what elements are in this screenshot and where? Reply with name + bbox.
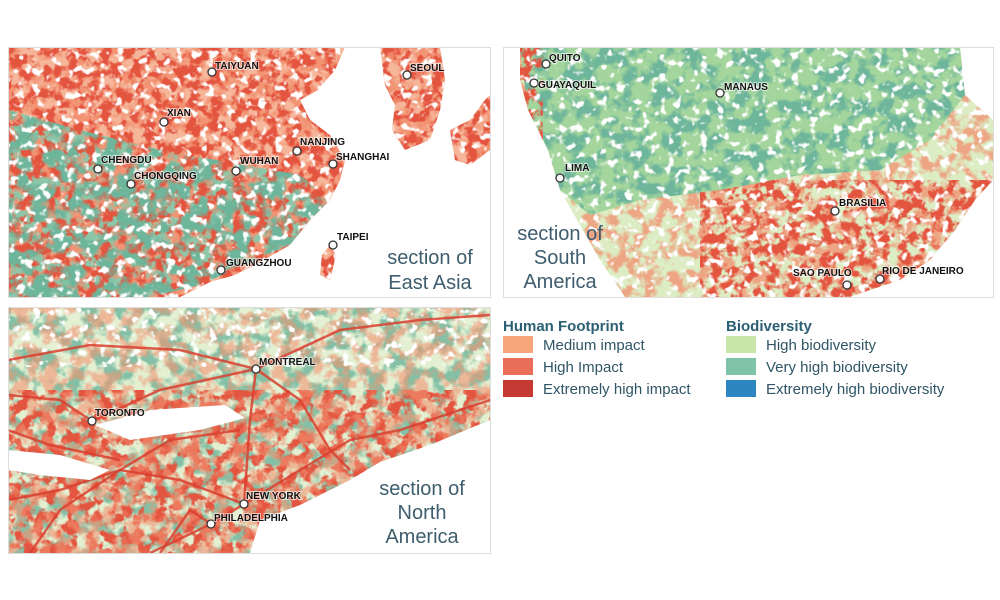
- city-label: WUHAN: [240, 156, 278, 167]
- city-label: NEW YORK: [246, 491, 302, 502]
- legend-swatch: [726, 380, 756, 397]
- road-network: [8, 313, 490, 553]
- legend-title: Biodiversity: [726, 318, 813, 335]
- city-marker: [328, 240, 338, 250]
- map-caption: section of: [517, 223, 603, 245]
- city-label: TORONTO: [95, 408, 145, 419]
- city-label: TAIYUAN: [215, 61, 259, 72]
- city-marker: [328, 159, 338, 169]
- city-label: CHONGQING: [134, 171, 197, 182]
- city-marker: [207, 67, 217, 77]
- city-label: GUANGZHOU: [226, 258, 292, 269]
- cities-east-asia: TAIYUAN XIAN CHENGDU CHONGQING WUHAN NAN…: [93, 60, 445, 275]
- map-north-america: [8, 307, 490, 553]
- city-marker: [555, 173, 565, 183]
- city-marker: [206, 519, 216, 529]
- city-label: SHANGHAI: [336, 152, 390, 163]
- legend-label: High Impact: [543, 359, 624, 376]
- city-label: LIMA: [565, 163, 589, 174]
- legend-label: Extremely high impact: [543, 381, 691, 398]
- city-label: SEOUL: [410, 63, 444, 74]
- cities-south-america: QUITO GUAYAQUIL MANAUS LIMA BRASILIA SAO…: [529, 52, 965, 290]
- city-marker: [126, 179, 136, 189]
- city-marker: [830, 206, 840, 216]
- legend-swatch: [726, 358, 756, 375]
- city-label: BRASILIA: [839, 198, 886, 209]
- cities-north-america: MONTREAL TORONTO NEW YORK PHILADELPHIA: [87, 356, 317, 529]
- city-label: RIO DE JANEIRO: [882, 266, 964, 277]
- map-caption: America: [385, 526, 459, 548]
- map-caption: North: [398, 502, 447, 524]
- city-marker: [239, 499, 249, 509]
- city-label: NANJING: [300, 137, 345, 148]
- city-marker: [87, 416, 97, 426]
- legend-label: Very high biodiversity: [766, 359, 908, 376]
- city-marker: [402, 70, 412, 80]
- city-label: MANAUS: [724, 82, 768, 93]
- legend: Human Footprint Medium impact High Impac…: [503, 318, 945, 398]
- city-label: XIAN: [167, 108, 191, 119]
- city-marker: [159, 117, 169, 127]
- map-east-asia: [8, 47, 490, 297]
- legend-label: Medium impact: [543, 337, 646, 354]
- city-marker: [541, 59, 551, 69]
- legend-swatch: [503, 336, 533, 353]
- city-label: TAIPEI: [337, 232, 369, 243]
- legend-swatch: [503, 380, 533, 397]
- city-label: QUITO: [549, 53, 581, 64]
- map-south-america: [503, 47, 993, 297]
- map-caption: America: [523, 271, 597, 293]
- legend-title: Human Footprint: [503, 318, 624, 335]
- city-marker: [231, 166, 241, 176]
- map-caption: section of: [379, 478, 465, 500]
- map-caption: section of: [387, 247, 473, 269]
- city-marker: [251, 364, 261, 374]
- city-label: MONTREAL: [259, 357, 316, 368]
- city-marker: [216, 265, 226, 275]
- city-marker: [715, 88, 725, 98]
- water: [8, 405, 490, 553]
- legend-label: Extremely high biodiversity: [766, 381, 945, 398]
- map-caption: South: [534, 247, 586, 269]
- city-label: GUAYAQUIL: [538, 80, 596, 91]
- map-caption: East Asia: [388, 272, 472, 294]
- city-marker: [292, 146, 302, 156]
- city-marker: [875, 274, 885, 284]
- legend-label: High biodiversity: [766, 337, 877, 354]
- city-marker: [93, 164, 103, 174]
- city-label: CHENGDU: [101, 155, 152, 166]
- city-marker: [529, 78, 539, 88]
- legend-swatch: [726, 336, 756, 353]
- city-label: PHILADELPHIA: [214, 513, 288, 524]
- city-label: SAO PAULO: [793, 268, 852, 279]
- city-marker: [842, 280, 852, 290]
- legend-swatch: [503, 358, 533, 375]
